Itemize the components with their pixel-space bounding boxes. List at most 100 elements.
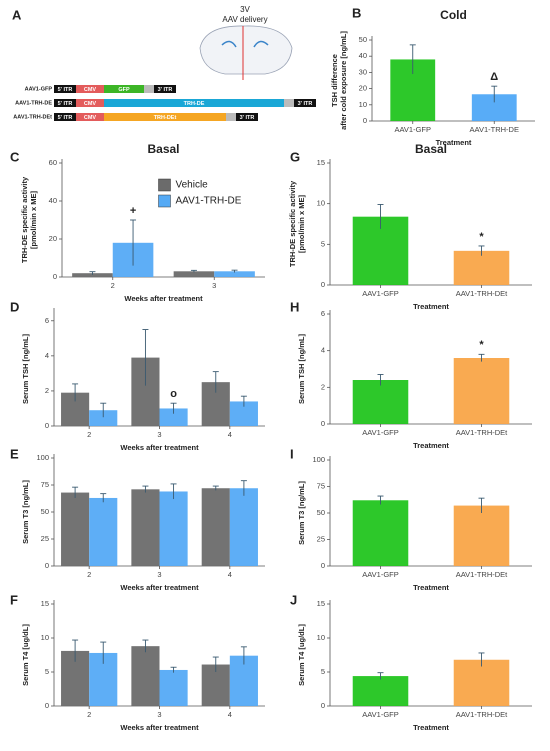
construct-element	[54, 99, 76, 107]
y-tick-label: 0	[53, 272, 57, 281]
y-tick-label: 0	[321, 701, 325, 710]
x-axis-label: Treatment	[413, 723, 449, 732]
pa-block	[284, 99, 294, 107]
y-axis-label: Serum TSH [ng/mL]	[297, 334, 306, 405]
panel-letter: H	[290, 299, 299, 314]
bar	[72, 273, 113, 277]
pa-block	[144, 85, 154, 93]
y-tick-label: 15	[317, 599, 325, 608]
y-axis-label: Serum T3 [ng/mL]	[297, 481, 306, 545]
panel-letter: J	[290, 592, 297, 607]
y-tick-label: 20	[359, 84, 367, 93]
x-tick-label: 2	[111, 281, 115, 290]
y-tick-label: 10	[317, 199, 325, 208]
bar	[89, 497, 118, 566]
y-tick-label: 20	[49, 234, 57, 243]
element-label: CMV	[84, 101, 97, 107]
construct-element	[294, 99, 316, 107]
x-tick-label: AAV1-TRH-DEt	[456, 710, 508, 719]
construct-element	[154, 85, 176, 93]
x-tick-label: 3	[157, 430, 161, 439]
brain	[199, 25, 293, 80]
panel-letter: B	[352, 5, 361, 20]
construct-name: AAV1-GFP	[25, 86, 53, 92]
y-tick-label: 100	[36, 453, 49, 462]
bar	[352, 676, 409, 706]
y-tick-label: 5	[321, 239, 325, 248]
x-tick-label: AAV1-GFP	[362, 570, 399, 579]
y-tick-label: 40	[49, 196, 57, 205]
construct-element	[104, 85, 144, 93]
y-axis-label: TRH-DE specific activity	[288, 180, 297, 267]
y-tick-label: 25	[317, 534, 325, 543]
y-tick-label: 30	[359, 67, 367, 76]
construct-element	[104, 113, 226, 121]
x-tick-label: 4	[228, 430, 232, 439]
bar	[352, 500, 409, 566]
y-tick-label: 0	[45, 701, 49, 710]
y-tick-label: 60	[49, 158, 57, 167]
y-tick-label: 75	[41, 480, 49, 489]
x-tick-label: 2	[87, 710, 91, 719]
y-axis-label: after cold exposure [ng/mL]	[339, 31, 348, 130]
panel-letter: F	[10, 592, 18, 607]
construct-element	[76, 99, 104, 107]
construct-element	[54, 113, 76, 121]
y-tick-label: 10	[359, 100, 367, 109]
y-tick-label: 4	[321, 346, 325, 355]
construct-element	[76, 85, 104, 93]
construct-name: AAV1-TRH-DEt	[13, 114, 52, 120]
panel-letter: A	[12, 7, 22, 22]
y-tick-label: 10	[41, 633, 49, 642]
y-tick-label: 2	[321, 382, 325, 391]
bar	[453, 250, 510, 285]
y-tick-label: 0	[45, 561, 49, 570]
y-tick-label: 50	[359, 35, 367, 44]
legend-swatch	[158, 178, 171, 192]
y-tick-label: 0	[363, 116, 367, 125]
element-label: 5' ITR	[58, 101, 73, 107]
x-tick-label: AAV1-GFP	[362, 289, 399, 298]
element-label: 3' ITR	[298, 101, 313, 107]
element-label: CMV	[84, 115, 97, 121]
x-tick-label: 2	[87, 570, 91, 579]
bar	[229, 488, 258, 566]
y-tick-label: 100	[312, 455, 325, 464]
bar	[352, 380, 409, 424]
panel-letter: E	[10, 446, 19, 461]
x-axis-label: Treatment	[436, 138, 472, 147]
x-tick-label: AAV1-TRH-DEt	[456, 570, 508, 579]
bar	[214, 271, 255, 277]
y-axis-label: TSH difference	[330, 54, 339, 107]
y-axis-label: [pmol/min x ME]	[297, 195, 306, 253]
x-axis-label: Treatment	[413, 302, 449, 311]
element-label: GFP	[118, 87, 130, 93]
y-axis-label: Serum T4 [ug/dL]	[21, 624, 30, 686]
panel-letter: I	[290, 446, 294, 461]
y-tick-label: 15	[41, 599, 49, 608]
element-label: CMV	[84, 87, 97, 93]
x-tick-label: 3	[157, 570, 161, 579]
bar	[131, 646, 160, 706]
y-tick-label: 2	[45, 386, 49, 395]
annotation: o	[170, 388, 177, 400]
y-tick-label: 10	[317, 633, 325, 642]
element-label: 3' ITR	[240, 115, 255, 121]
element-label: 5' ITR	[58, 115, 73, 121]
y-tick-label: 6	[45, 316, 49, 325]
panel-letter: D	[10, 299, 19, 314]
annotation: +	[130, 205, 136, 217]
ventricle-label: 3V	[240, 5, 250, 14]
y-axis-label: [pmol/min x ME]	[29, 191, 38, 249]
y-tick-label: 0	[321, 561, 325, 570]
y-tick-label: 6	[321, 309, 325, 318]
construct-name: AAV1-TRH-DE	[15, 100, 52, 106]
element-label: 5' ITR	[58, 87, 73, 93]
element-label: TRH-DEt	[154, 115, 177, 121]
y-tick-label: 5	[321, 667, 325, 676]
construct-element	[236, 113, 258, 121]
pa-block	[226, 113, 236, 121]
y-axis-label: Serum T3 [ng/mL]	[21, 480, 30, 544]
bar	[201, 488, 230, 566]
